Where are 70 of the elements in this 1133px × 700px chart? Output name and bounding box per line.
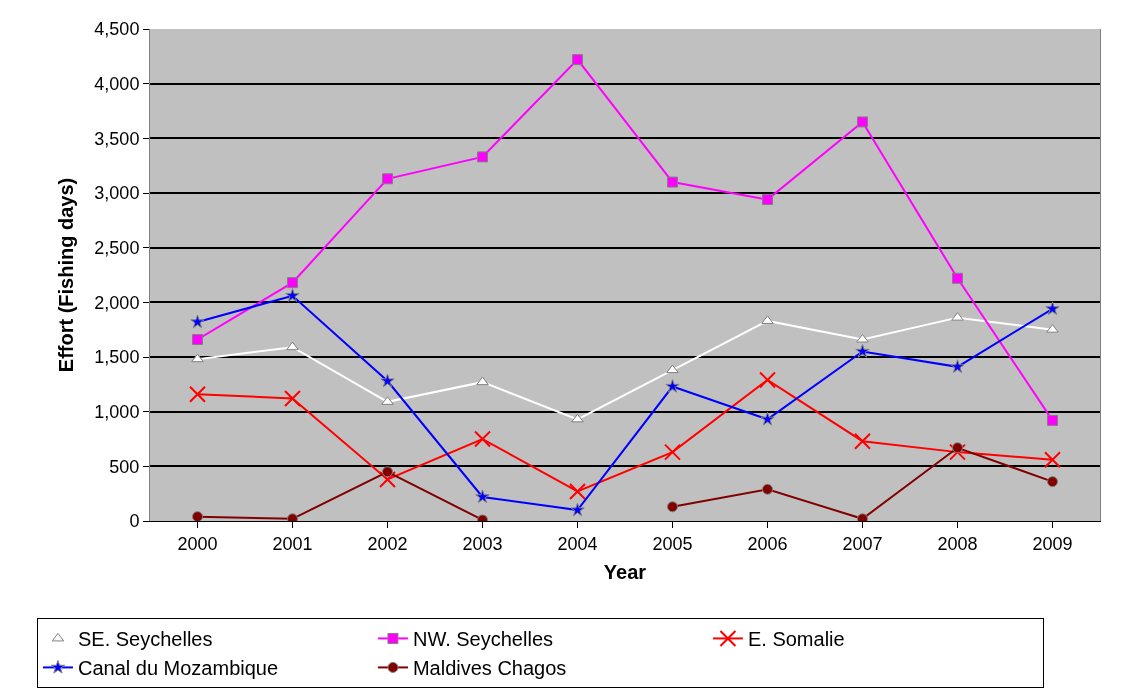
point bbox=[857, 116, 868, 128]
legend-label: NW. Seychelles bbox=[412, 628, 554, 651]
point bbox=[189, 385, 206, 403]
point bbox=[571, 413, 584, 423]
point bbox=[285, 288, 300, 302]
point bbox=[287, 277, 298, 289]
point bbox=[666, 364, 679, 374]
point bbox=[476, 376, 489, 386]
x-axis-title: Year bbox=[603, 561, 647, 584]
y-tick-label: 4,000 bbox=[94, 73, 140, 94]
y-tick-label: 3,500 bbox=[94, 128, 140, 149]
x-tick-label: 2006 bbox=[747, 533, 788, 554]
point bbox=[192, 334, 203, 346]
x-tick-label: 2007 bbox=[842, 533, 883, 554]
y-tick-label: 3,000 bbox=[94, 183, 140, 204]
point bbox=[1045, 301, 1060, 316]
point bbox=[475, 489, 490, 504]
x-tick-label: 2009 bbox=[1032, 533, 1073, 554]
x-tick-label: 2005 bbox=[652, 533, 693, 554]
legend-label: SE. Seychelles bbox=[77, 628, 213, 651]
point bbox=[474, 430, 491, 448]
y-tick-label: 4,500 bbox=[94, 19, 140, 40]
y-tick-label: 2,500 bbox=[94, 237, 140, 258]
point bbox=[857, 513, 868, 521]
point bbox=[284, 390, 301, 408]
x-tick-label: 2001 bbox=[272, 533, 313, 554]
y-tick-label: 2,000 bbox=[94, 292, 140, 313]
legend-label: Canal du Mozambique bbox=[77, 657, 279, 680]
point bbox=[382, 466, 393, 478]
x-tick-label: 2002 bbox=[367, 533, 408, 554]
point bbox=[477, 151, 488, 163]
point bbox=[665, 379, 680, 393]
point bbox=[664, 443, 681, 461]
point bbox=[191, 353, 204, 363]
point bbox=[569, 482, 586, 500]
point bbox=[570, 502, 585, 517]
y-tick-label: 500 bbox=[109, 456, 140, 477]
point bbox=[192, 511, 203, 521]
point bbox=[949, 443, 966, 461]
x-tick-label: 2000 bbox=[177, 533, 218, 554]
y-axis-title: Effort (Fishing days) bbox=[54, 177, 77, 373]
point bbox=[762, 194, 773, 206]
point bbox=[1047, 476, 1058, 488]
point bbox=[854, 432, 871, 450]
point bbox=[286, 341, 299, 351]
point bbox=[762, 483, 773, 495]
x-tick-label: 2003 bbox=[462, 533, 503, 554]
point bbox=[380, 373, 395, 388]
point bbox=[1044, 451, 1061, 469]
point bbox=[382, 173, 393, 185]
point bbox=[1047, 414, 1058, 426]
point bbox=[379, 470, 396, 488]
point bbox=[190, 314, 205, 329]
point bbox=[667, 176, 678, 188]
legend-label: E. Somalie bbox=[747, 628, 845, 651]
x-tick-label: 2004 bbox=[557, 533, 598, 554]
point bbox=[667, 501, 678, 513]
legend-label: Maldives Chagos bbox=[412, 657, 567, 680]
point bbox=[855, 344, 870, 358]
point bbox=[952, 272, 963, 284]
y-tick-label: 1,500 bbox=[94, 347, 140, 368]
point bbox=[760, 411, 775, 426]
y-tick-label: 1,000 bbox=[94, 401, 140, 422]
point bbox=[572, 54, 583, 66]
x-tick-label: 2008 bbox=[937, 533, 978, 554]
point bbox=[287, 513, 298, 521]
point bbox=[759, 371, 776, 389]
y-tick-label: 0 bbox=[129, 511, 140, 532]
point bbox=[950, 359, 965, 373]
point bbox=[952, 442, 963, 454]
